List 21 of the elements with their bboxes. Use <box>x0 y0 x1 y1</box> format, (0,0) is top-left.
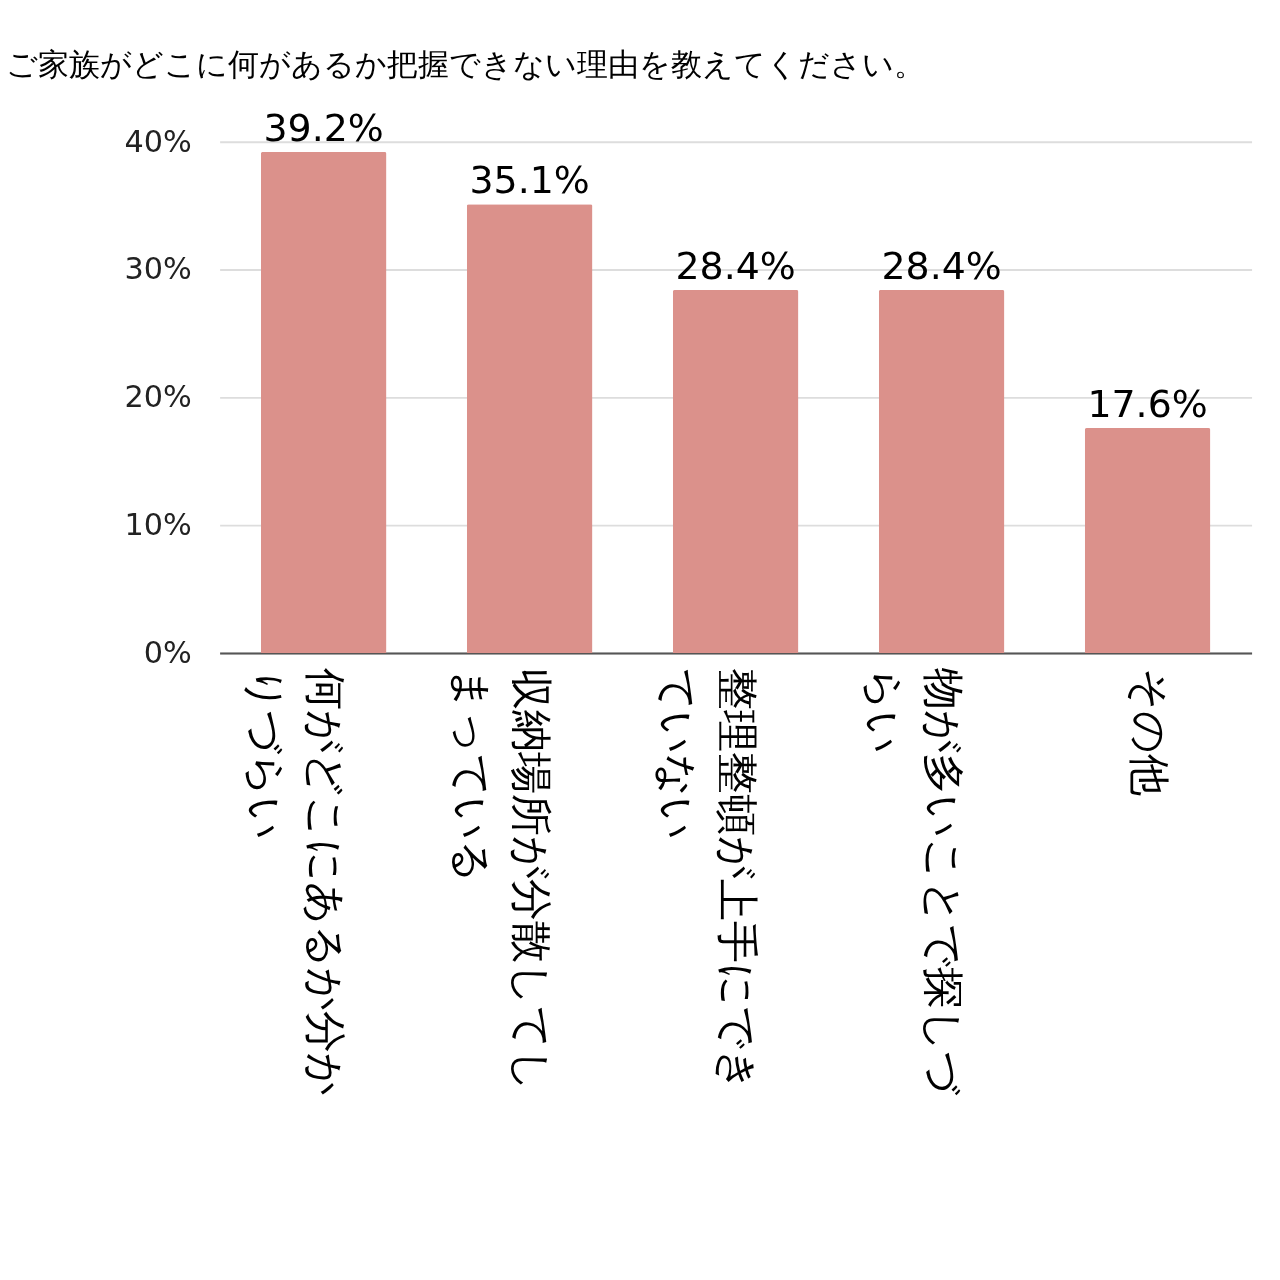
data-label: 39.2% <box>263 105 384 150</box>
bar <box>466 204 593 653</box>
bar <box>672 289 799 653</box>
y-tick-label: 40% <box>124 123 192 159</box>
x-tick-label: 何がどこにあるか分かりづらい <box>240 668 351 1097</box>
y-tick-label: 10% <box>124 507 192 543</box>
chart-title: ご家族がどこに何があるか把握できない理由を教えてください。 <box>5 46 925 83</box>
x-tick-label: 収納場所が分散してしまっている <box>446 668 557 1093</box>
bar <box>1084 428 1211 653</box>
data-label: 17.6% <box>1087 381 1208 426</box>
x-tick-label: 整理整頓が上手にできていない <box>652 668 763 1093</box>
data-label: 35.1% <box>469 157 590 202</box>
y-tick-label: 0% <box>143 634 192 670</box>
x-tick-label: 物が多いことで探しづらい <box>858 668 969 1097</box>
data-label: 28.4% <box>881 243 1002 288</box>
bar <box>878 289 1005 653</box>
y-tick-label: 20% <box>124 379 192 415</box>
x-tick-label: その他 <box>1125 668 1175 797</box>
data-label: 28.4% <box>675 243 796 288</box>
bar <box>260 151 387 653</box>
y-tick-label: 30% <box>124 251 192 287</box>
